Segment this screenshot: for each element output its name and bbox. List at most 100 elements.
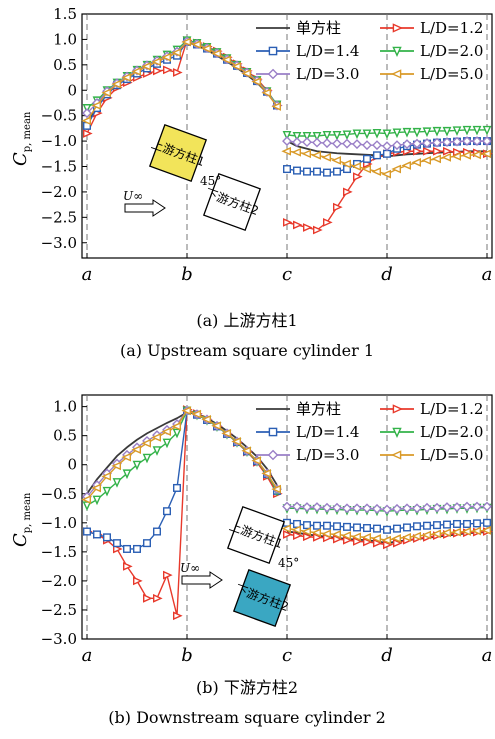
- data-point: [162, 65, 173, 75]
- data-point: [422, 127, 432, 138]
- data-point: [231, 61, 242, 71]
- data-point: [481, 149, 491, 159]
- y-tick-label: −3.0: [41, 630, 77, 648]
- data-point: [423, 146, 433, 156]
- data-point: [343, 522, 352, 531]
- data-point: [132, 460, 142, 471]
- data-point: [112, 544, 123, 554]
- data-point: [313, 225, 323, 235]
- data-point: [141, 61, 152, 71]
- x-tick-label: a: [482, 264, 493, 285]
- x-tick-label: a: [482, 645, 493, 666]
- data-point: [373, 524, 382, 533]
- data-point: [462, 501, 472, 512]
- legend-label: 单方柱: [296, 19, 341, 37]
- x-tick-label: a: [82, 645, 93, 666]
- flow-label: U∞: [180, 561, 200, 575]
- data-point: [91, 101, 102, 110]
- y-tick-label: −1.0: [41, 514, 77, 532]
- data-point: [423, 521, 432, 530]
- y-tick-label: 0: [67, 81, 77, 99]
- y-tick-label: −2.5: [41, 601, 77, 619]
- data-point: [331, 156, 341, 165]
- panel-upstream: a b c d a −3.0 −2.5 −2.0 −1.5 −1.0 −0.5 0 0.5 1.0 1.5 C…: [10, 5, 493, 360]
- data-point: [191, 409, 202, 419]
- data-point: [211, 421, 222, 431]
- data-point: [353, 172, 363, 182]
- y-axis-label-subscript: p, mean: [22, 492, 33, 533]
- data-point: [267, 449, 279, 461]
- data-point: [293, 166, 302, 175]
- data-point: [303, 167, 312, 176]
- data-point: [442, 126, 452, 137]
- y-tick-label: 1.0: [53, 398, 77, 416]
- data-point: [201, 44, 212, 53]
- data-point: [372, 140, 382, 151]
- data-point: [391, 164, 401, 174]
- data-point: [472, 125, 482, 136]
- data-point: [268, 427, 278, 437]
- data-point: [92, 530, 101, 539]
- y-axis-label-subscript: p, mean: [22, 111, 33, 152]
- data-point: [333, 534, 343, 544]
- data-point: [132, 544, 141, 553]
- data-point: [462, 136, 472, 147]
- data-point: [313, 521, 322, 530]
- data-point: [382, 504, 392, 515]
- data-point: [251, 456, 261, 466]
- data-point: [321, 529, 331, 539]
- x-tick-label: c: [282, 645, 292, 666]
- data-point: [302, 137, 312, 148]
- data-point: [343, 187, 353, 197]
- flow-label: U∞: [123, 189, 143, 203]
- data-point: [363, 154, 372, 163]
- data-point: [353, 523, 362, 532]
- data-point: [141, 438, 152, 448]
- data-point: [412, 503, 422, 514]
- downstream-square: 下游方柱2: [232, 568, 292, 628]
- data-point: [241, 446, 252, 456]
- data-point: [451, 151, 461, 161]
- data-point: [432, 502, 442, 513]
- data-point: [313, 167, 322, 176]
- data-point: [161, 427, 172, 436]
- data-point: [342, 138, 352, 149]
- data-point: [303, 532, 313, 542]
- data-point: [391, 534, 401, 543]
- data-point: [442, 137, 452, 148]
- y-tick-label: 0.5: [53, 56, 77, 74]
- data-point: [381, 169, 391, 179]
- data-point: [122, 469, 132, 480]
- data-point: [191, 40, 202, 49]
- data-point: [292, 501, 302, 512]
- legend-label: L/D=3.0: [296, 65, 359, 83]
- data-point: [381, 535, 391, 545]
- data-point: [333, 167, 342, 176]
- data-point: [111, 461, 122, 471]
- caption-chinese: (b) 下游方柱2: [196, 678, 298, 697]
- data-point: [292, 131, 302, 142]
- data-point: [92, 495, 102, 506]
- data-point: [383, 149, 392, 158]
- data-point: [121, 452, 132, 462]
- data-point: [221, 428, 232, 438]
- data-point: [101, 471, 112, 481]
- caption-chinese: (a) 上游方柱1: [196, 311, 297, 330]
- data-point: [341, 159, 351, 169]
- data-point: [283, 218, 293, 227]
- data-point: [333, 202, 343, 212]
- data-point: [392, 427, 402, 439]
- data-point: [122, 544, 131, 553]
- data-point: [412, 127, 422, 138]
- data-point: [161, 52, 172, 62]
- data-point: [482, 501, 492, 512]
- data-point: [301, 149, 311, 159]
- data-point: [372, 128, 382, 139]
- data-point: [352, 129, 362, 140]
- data-point: [211, 49, 222, 59]
- data-point: [361, 532, 371, 542]
- data-point: [333, 522, 342, 531]
- data-point: [291, 147, 301, 157]
- data-point: [332, 138, 342, 149]
